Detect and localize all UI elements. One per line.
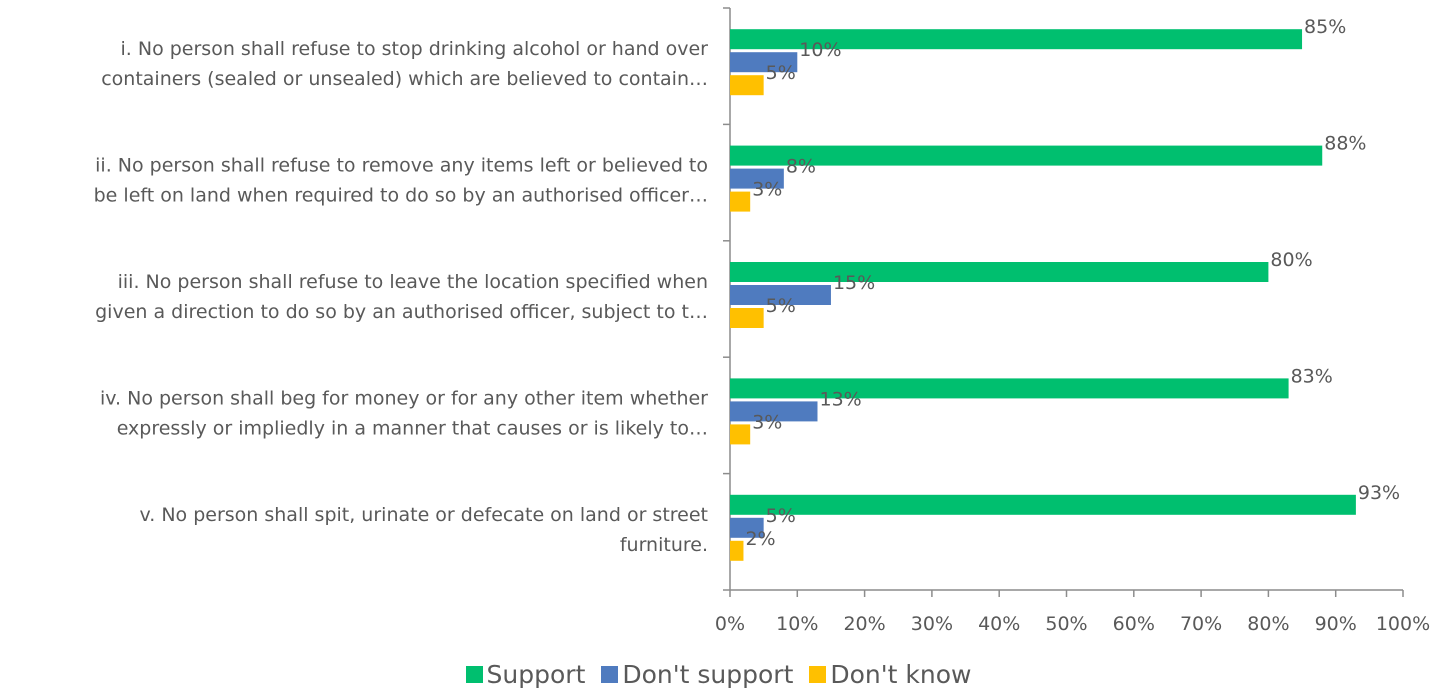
category-label-line: v. No person shall spit, urinate or defe… [139, 504, 708, 526]
bar-support [730, 262, 1269, 282]
bar-don-t-support [730, 168, 784, 189]
category-label: iii. No person shall refuse to leave the… [95, 271, 708, 323]
legend-item: Support [465, 660, 586, 689]
data-label: 83% [1291, 365, 1333, 387]
category-label: v. No person shall spit, urinate or defe… [139, 504, 708, 556]
category-label-line: iii. No person shall refuse to leave the… [118, 271, 708, 293]
category-label-line: containers (sealed or unsealed) which ar… [101, 68, 708, 90]
legend-item: Don't support [601, 660, 793, 689]
data-label: 93% [1358, 482, 1400, 504]
data-label: 80% [1270, 249, 1312, 271]
data-label: 2% [745, 528, 775, 550]
data-label: 3% [752, 411, 782, 433]
legend-swatch [809, 666, 827, 683]
x-tick-label: 10% [776, 613, 818, 635]
legend-label: Support [486, 660, 586, 689]
x-tick-label: 0% [715, 613, 745, 635]
x-tick-label: 80% [1247, 613, 1289, 635]
x-tick-label: 90% [1315, 613, 1357, 635]
x-tick-label: 50% [1045, 613, 1087, 635]
category-label-line: iv. No person shall beg for money or for… [100, 387, 708, 409]
legend-label: Don't support [622, 660, 794, 689]
legend-swatch [601, 666, 619, 683]
x-tick-label: 20% [843, 613, 885, 635]
category-label-line: given a direction to do so by an authori… [95, 301, 708, 323]
category-label-line: expressly or impliedly in a manner that … [117, 417, 708, 439]
category-label-line: i. No person shall refuse to stop drinki… [121, 38, 709, 60]
data-label: 85% [1304, 16, 1346, 38]
bar-support [730, 145, 1323, 166]
bar-don-t-support [730, 52, 798, 73]
data-label: 3% [752, 179, 782, 201]
legend-label: Don't know [830, 660, 972, 689]
bar-support [730, 29, 1303, 50]
bar-don-t-know [730, 191, 751, 212]
data-label: 88% [1324, 133, 1366, 155]
legend-item: Don't know [809, 660, 971, 689]
category-label-line: be left on land when required to do so b… [94, 185, 708, 207]
bar-support [730, 378, 1289, 399]
x-tick-label: 70% [1180, 613, 1222, 635]
legend-swatch [465, 666, 483, 683]
data-label: 5% [766, 505, 796, 527]
category-label: iv. No person shall beg for money or for… [100, 387, 708, 439]
data-label: 8% [786, 156, 816, 178]
bar-chart: 0% 10% 20% 30% 40% 50% 60% 70% 80% 90% 100% i. No p… [94, 7, 1430, 635]
bar-don-t-know [730, 424, 751, 445]
x-tick-label: 60% [1113, 613, 1155, 635]
bar-don-t-know [730, 540, 744, 561]
data-label: 15% [833, 272, 875, 294]
chart-legend: Support Don't support Don't know [0, 660, 1437, 689]
bar-don-t-support [730, 401, 818, 422]
bar-don-t-support [730, 285, 831, 305]
bar-support [730, 494, 1356, 515]
bar-don-t-know [730, 308, 764, 328]
x-tick-label: 30% [911, 613, 953, 635]
category-label: i. No person shall refuse to stop drinki… [101, 38, 708, 90]
data-label: 5% [766, 295, 796, 317]
category-label-line: ii. No person shall refuse to remove any… [95, 155, 708, 177]
category-label: ii. No person shall refuse to remove any… [94, 155, 708, 207]
bar-don-t-support [730, 517, 764, 538]
data-label: 10% [799, 39, 841, 61]
category-label-line: furniture. [620, 534, 708, 556]
x-tick-label: 40% [978, 613, 1020, 635]
data-label: 5% [766, 62, 796, 84]
data-label: 13% [819, 388, 861, 410]
x-tick-label: 100% [1376, 613, 1430, 635]
bar-don-t-know [730, 75, 764, 96]
